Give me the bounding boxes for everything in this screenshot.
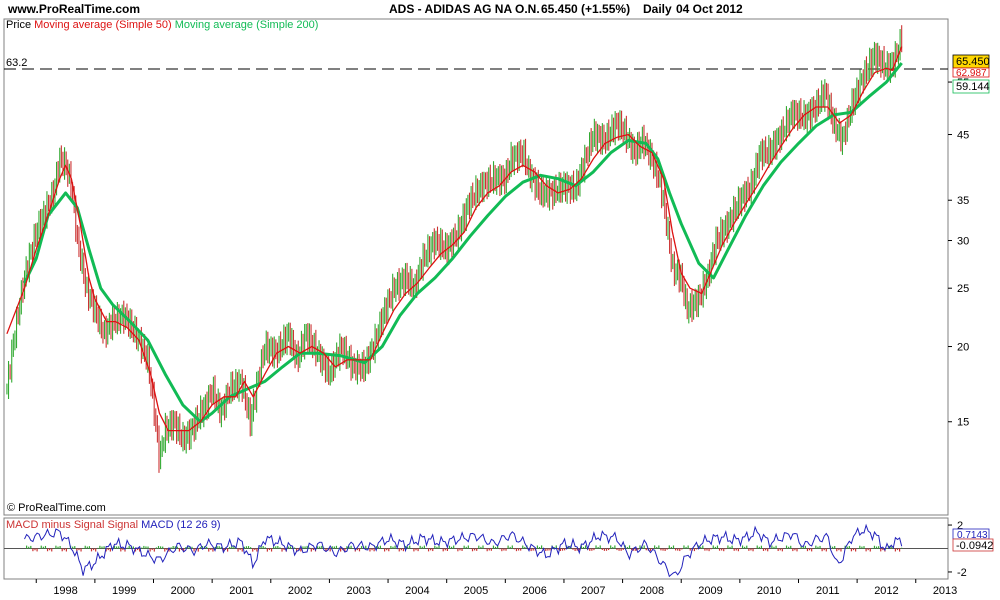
value-badges: 65.450 62.987 59.144 0.7143 -0.0942 <box>952 54 994 552</box>
x-tick-label: 1999 <box>112 585 136 597</box>
last-price-value: 65.450 <box>956 56 990 68</box>
price-legend: Price Moving average (Simple 50) Moving … <box>6 19 318 31</box>
macd-y-tick-label: -2 <box>957 567 967 579</box>
legend-macd-signal[interactable]: Signal <box>107 519 139 531</box>
x-tick-label: 2008 <box>640 585 664 597</box>
legend-ma200[interactable]: Moving average (Simple 200) <box>174 19 319 31</box>
y-tick-label: 35 <box>957 195 969 207</box>
x-tick-label: 2013 <box>933 585 957 597</box>
x-tick-label: 2000 <box>171 585 195 597</box>
hline-label: 63.2 <box>6 57 27 69</box>
ma50-line <box>6 46 903 432</box>
y-tick-label: 25 <box>957 283 969 295</box>
x-tick-label: 2003 <box>346 585 370 597</box>
y-tick-label: 15 <box>957 417 969 429</box>
site-name[interactable]: www.ProRealTime.com <box>8 2 141 16</box>
ma200-value: 59.144 <box>956 81 990 93</box>
copyright-label: © ProRealTime.com <box>7 502 106 514</box>
y-tick-label: 20 <box>957 342 969 354</box>
x-tick-label: 2011 <box>816 585 840 597</box>
ma50-value: 62.987 <box>956 68 987 79</box>
macd-y-tick-label: 2 <box>957 520 963 532</box>
x-tick-label: 2001 <box>229 585 253 597</box>
y-tick-label: 45 <box>957 130 969 142</box>
main-plot-area <box>3 18 949 516</box>
x-tick-label: 2007 <box>581 585 605 597</box>
date-label: 04 Oct 2012 <box>676 2 743 16</box>
macd-legend: MACD minus Signal Signal MACD (12 26 9) <box>6 519 221 531</box>
x-tick-label: 1998 <box>53 585 77 597</box>
x-tick-label: 2010 <box>757 585 781 597</box>
legend-macd-hist[interactable]: MACD minus Signal <box>6 519 105 531</box>
ma200-line <box>23 62 903 424</box>
y-tick-label: 30 <box>957 236 969 248</box>
legend-ma50[interactable]: Moving average (Simple 50) <box>34 19 172 31</box>
macd-line <box>24 523 903 578</box>
y-axis-ticks: 15202530354555 <box>948 77 969 429</box>
macd-value: 0.7143 <box>957 530 988 541</box>
hist-badge <box>952 538 994 552</box>
x-tick-label: 2006 <box>522 585 546 597</box>
x-tick-label: 2004 <box>405 585 429 597</box>
x-axis-ticks: 1998 1999 2000 2001 2002 2003 2004 2005 2006 2007… <box>35 579 957 597</box>
macd-series: 2 -2 <box>4 520 967 579</box>
series-lines <box>6 46 903 432</box>
symbol-title: ADS - ADIDAS AG NA O.N. <box>389 2 540 16</box>
x-tick-label: 2009 <box>698 585 722 597</box>
legend-macd[interactable]: MACD (12 26 9) <box>141 519 221 531</box>
x-tick-label: 2005 <box>464 585 488 597</box>
hist-value: -0.0942 <box>956 540 993 552</box>
x-tick-label: 2002 <box>288 585 312 597</box>
x-tick-label: 2012 <box>874 585 898 597</box>
ma200-badge <box>952 79 990 94</box>
ma50-badge <box>952 67 990 78</box>
price-change: 65.450 (+1.55%) <box>541 2 631 16</box>
legend-price: Price <box>6 19 32 31</box>
timeframe-label: Daily <box>643 2 672 16</box>
